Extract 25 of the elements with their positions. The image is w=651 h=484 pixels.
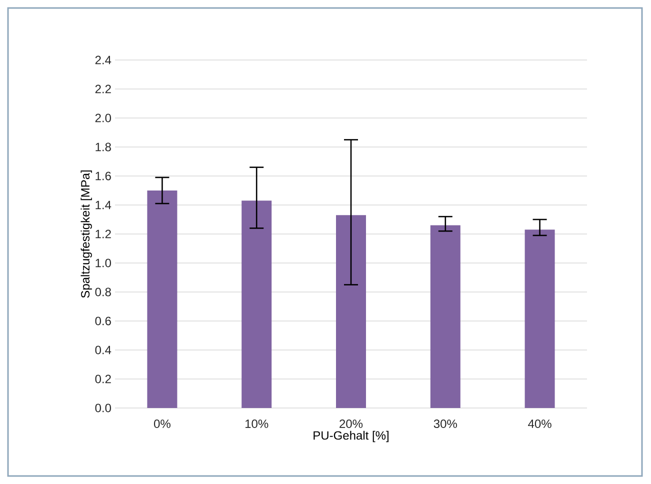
y-axis-title: Spaltzugfestigkeit [MPa] xyxy=(80,170,92,298)
y-tick-label: 1.8 xyxy=(96,142,111,152)
x-tick-label: 10% xyxy=(246,420,268,428)
y-tick-label: 0.8 xyxy=(95,288,111,296)
y-tick-label: 0.6 xyxy=(95,316,111,326)
x-axis-title: PU-Gehalt [%] xyxy=(314,430,388,442)
bar xyxy=(524,230,555,408)
bar xyxy=(336,215,366,408)
x-tick-label: 40% xyxy=(528,420,552,428)
y-tick-label: 2.0 xyxy=(95,114,112,122)
y-tick-label: 1.0 xyxy=(96,258,112,268)
y-tick-label: 0.2 xyxy=(95,374,111,384)
y-tick-label: 0.0 xyxy=(95,404,112,412)
y-tick-label: 1.4 xyxy=(96,200,112,210)
bar xyxy=(147,190,178,408)
x-tick-label: 30% xyxy=(434,420,457,428)
y-tick-label: 0.4 xyxy=(95,346,112,354)
y-tick-label: 2.4 xyxy=(95,56,112,64)
y-tick-label: 2.2 xyxy=(95,84,111,94)
y-tick-label: 1.2 xyxy=(96,230,111,238)
bar xyxy=(242,200,272,408)
y-tick-label: 1.6 xyxy=(96,172,111,180)
x-tick-label: 20% xyxy=(340,420,363,428)
x-tick-label: 0% xyxy=(154,420,170,428)
bar xyxy=(430,225,460,408)
